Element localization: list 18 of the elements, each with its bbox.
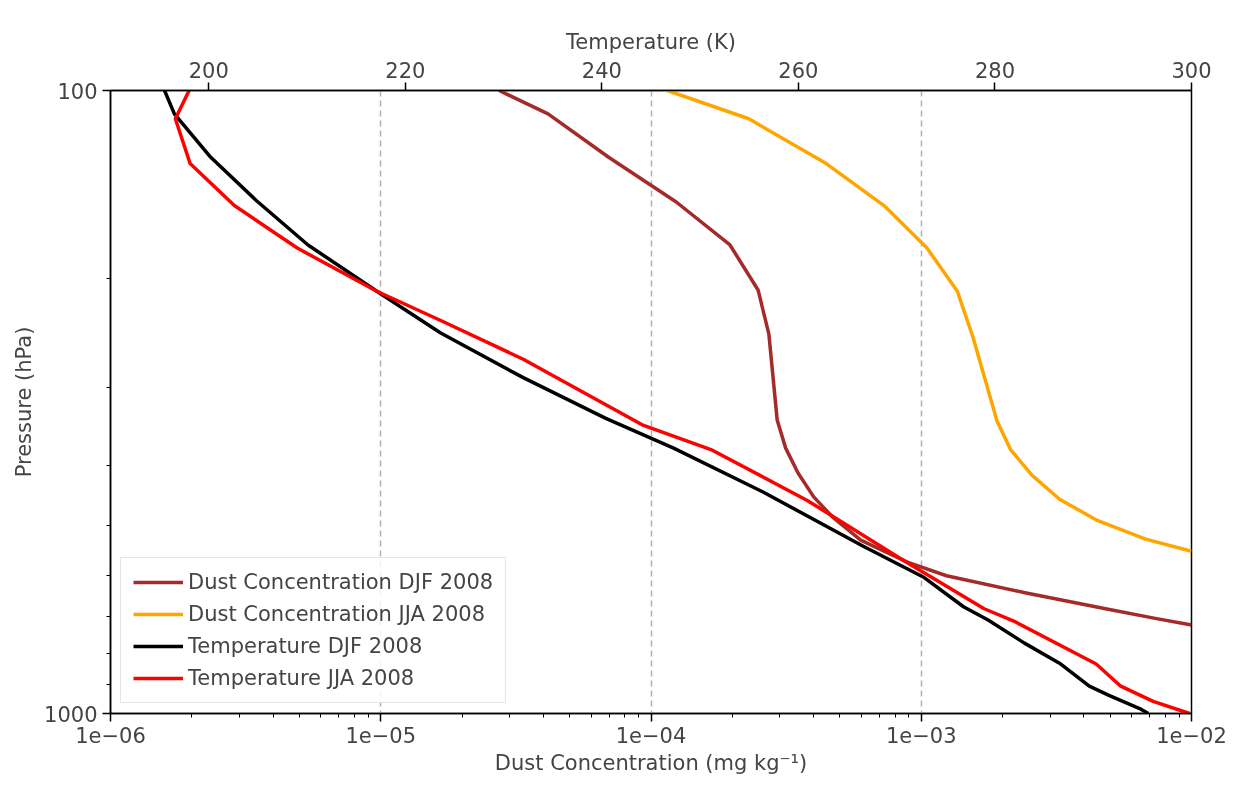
x2-tick-label: 260	[778, 58, 819, 83]
x2-tick-label: 220	[385, 58, 426, 83]
x2-tick-label: 240	[581, 58, 622, 83]
x-tick-label: 1e−05	[345, 723, 417, 748]
y-axis-title: Pressure (hPa)	[12, 326, 37, 478]
x-axis-title: Dust Concentration (mg kg⁻¹)	[494, 750, 808, 775]
x2-tick-label: 280	[974, 58, 1016, 83]
legend-label: Dust Concentration DJF 2008	[188, 570, 494, 594]
x-tick-label: 1e−02	[1156, 723, 1227, 748]
x2-axis-title: Temperature (K)	[565, 29, 736, 54]
x-tick-label: 1e−03	[885, 723, 957, 748]
x2-tick-label: 300	[1171, 58, 1212, 83]
x-tick-label: 1e−04	[615, 723, 687, 748]
legend-label: Dust Concentration JJA 2008	[188, 602, 486, 626]
y-tick-label: 100	[57, 79, 98, 104]
x2-tick-label: 200	[188, 58, 229, 83]
legend-label: Temperature JJA 2008	[188, 666, 415, 690]
legend-label: Temperature DJF 2008	[188, 634, 423, 658]
